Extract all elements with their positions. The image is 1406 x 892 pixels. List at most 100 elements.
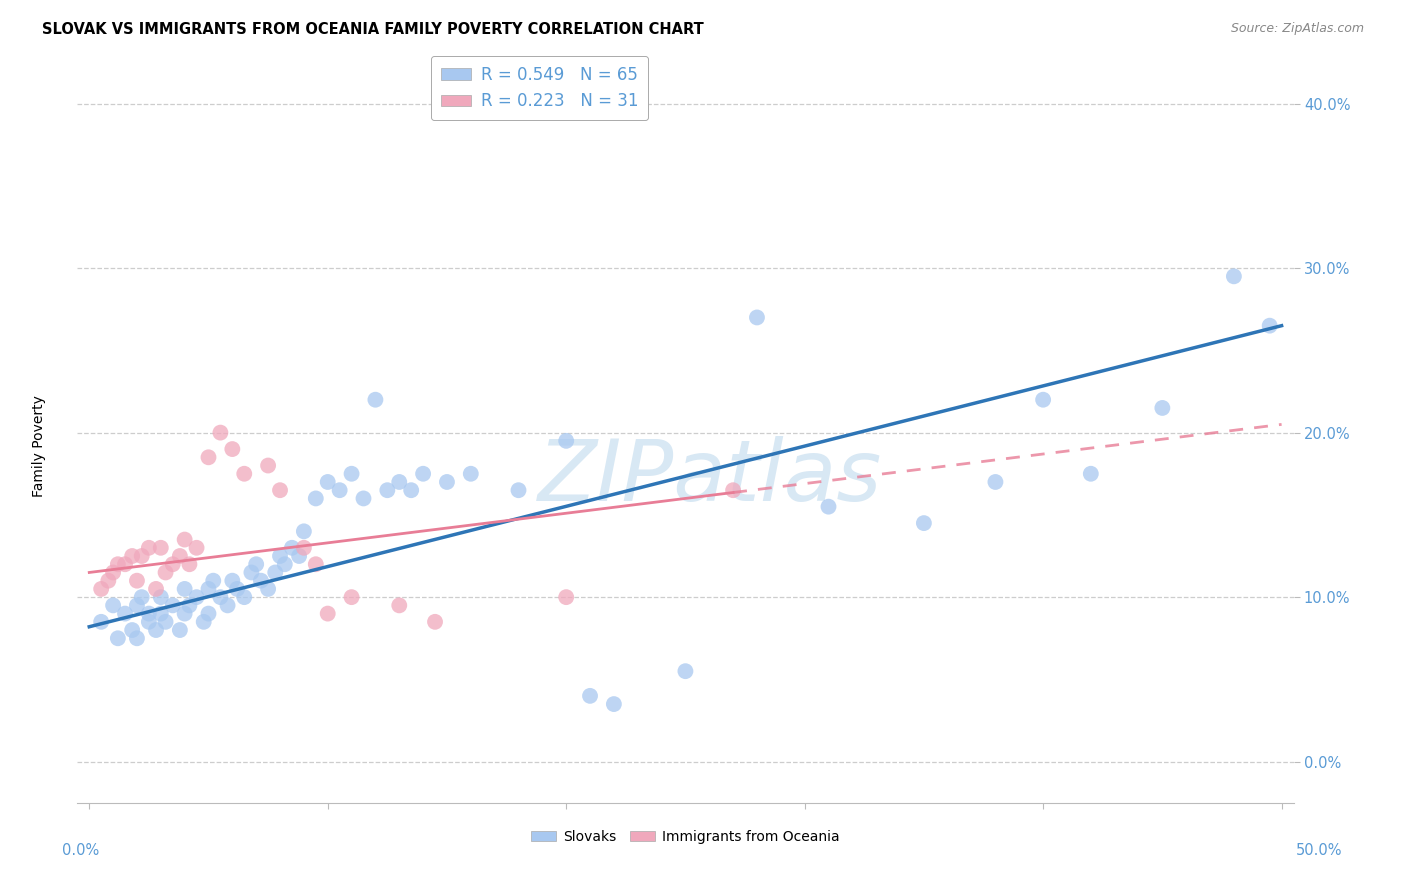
Point [555,590,578,604]
Point [202,574,225,588]
Point [169,623,191,637]
Text: ZIPatlas: ZIPatlas [537,435,882,518]
Point [138,615,160,629]
Point [155,566,177,580]
Text: Source: ZipAtlas.com: Source: ZipAtlas.com [1230,22,1364,36]
Point [305,558,328,572]
Point [209,425,232,440]
Point [316,607,339,621]
Point [131,549,153,563]
Point [125,599,148,613]
Point [125,574,148,588]
Point [149,607,172,621]
Point [423,615,446,629]
Legend: Slovaks, Immigrants from Oceania: Slovaks, Immigrants from Oceania [526,824,845,849]
Point [269,549,291,563]
Point [579,689,602,703]
Point [292,524,315,539]
Point [745,310,768,325]
Text: SLOVAK VS IMMIGRANTS FROM OCEANIA FAMILY POVERTY CORRELATION CHART: SLOVAK VS IMMIGRANTS FROM OCEANIA FAMILY… [42,22,704,37]
Point [388,475,411,489]
Point [240,566,263,580]
Point [149,541,172,555]
Point [186,541,208,555]
Point [173,533,195,547]
Point [316,475,339,489]
Point [197,582,219,596]
Point [97,574,120,588]
Point [281,541,304,555]
Point [186,590,208,604]
Text: 0.0%: 0.0% [62,843,98,858]
Point [173,607,195,621]
Point [90,582,112,596]
Point [329,483,352,498]
Point [155,615,177,629]
Point [233,467,256,481]
Point [388,599,411,613]
Point [292,541,315,555]
Point [169,549,191,563]
Point [197,450,219,465]
Point [121,623,143,637]
Point [107,632,129,646]
Point [149,590,172,604]
Point [412,467,434,481]
Point [197,607,219,621]
Point [269,483,291,498]
Point [399,483,422,498]
Point [375,483,398,498]
Point [101,566,124,580]
Point [288,549,311,563]
Point [193,615,215,629]
Point [179,558,201,572]
Point [233,590,256,604]
Point [221,574,243,588]
Point [179,599,201,613]
Point [101,599,124,613]
Point [145,582,167,596]
Point [721,483,744,498]
Text: 50.0%: 50.0% [1295,843,1343,858]
Point [257,582,280,596]
Point [1152,401,1174,415]
Text: Family Poverty: Family Poverty [32,395,46,497]
Point [138,541,160,555]
Point [221,442,243,456]
Point [274,558,297,572]
Point [1258,318,1281,333]
Point [603,697,626,711]
Point [436,475,458,489]
Point [145,623,167,637]
Point [305,491,328,506]
Point [173,582,195,596]
Point [162,599,184,613]
Point [984,475,1007,489]
Point [340,467,363,481]
Point [364,392,387,407]
Point [264,566,287,580]
Point [912,516,935,530]
Point [245,558,267,572]
Point [125,632,148,646]
Point [675,664,697,678]
Point [1080,467,1102,481]
Point [353,491,375,506]
Point [90,615,112,629]
Point [131,590,153,604]
Point [162,558,184,572]
Point [817,500,839,514]
Point [217,599,239,613]
Point [107,558,129,572]
Point [508,483,530,498]
Point [340,590,363,604]
Point [460,467,482,481]
Point [1032,392,1054,407]
Point [114,607,136,621]
Point [138,607,160,621]
Point [114,558,136,572]
Point [555,434,578,448]
Point [250,574,273,588]
Point [209,590,232,604]
Point [226,582,249,596]
